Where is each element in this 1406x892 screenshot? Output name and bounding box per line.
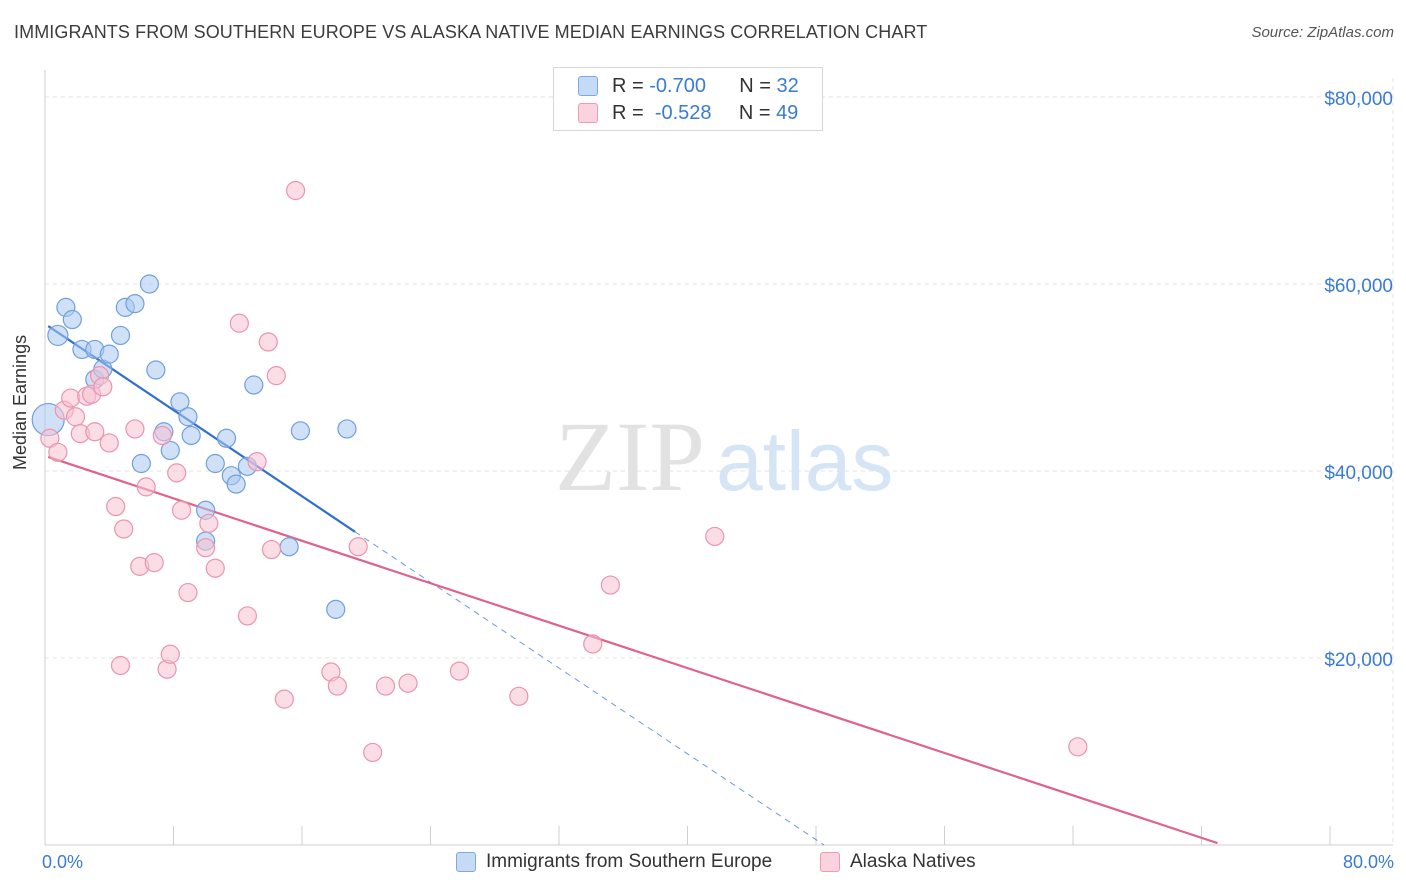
- point-southern-europe: [160, 440, 180, 461]
- point-alaska-natives: [1068, 737, 1088, 757]
- point-alaska-natives: [136, 477, 156, 497]
- point-southern-europe: [181, 425, 201, 446]
- legend-r-value: -0.700: [649, 74, 706, 97]
- watermark-atlas: atlas: [716, 414, 893, 508]
- point-alaska-natives: [99, 433, 119, 453]
- legend-item-alaska-natives[interactable]: Alaska Natives: [820, 851, 976, 873]
- point-alaska-natives: [509, 686, 529, 706]
- point-alaska-natives: [285, 180, 306, 201]
- legend-n-label: N =: [739, 74, 771, 97]
- axes: [44, 70, 1394, 846]
- point-alaska-natives: [114, 519, 134, 539]
- point-southern-europe: [170, 392, 190, 412]
- point-alaska-natives: [93, 377, 113, 397]
- legend-swatch-pink: [820, 852, 840, 872]
- point-alaska-natives: [274, 689, 294, 709]
- trend-line-1: [47, 455, 1218, 845]
- point-southern-europe: [244, 375, 264, 395]
- watermark-zip: ZIP: [555, 401, 705, 512]
- legend-item-southern-europe[interactable]: Immigrants from Southern Europe: [456, 851, 772, 873]
- point-alaska-natives: [48, 442, 68, 462]
- y-tick-labels: $20,000 $40,000 $60,000 $80,000: [1324, 89, 1393, 671]
- chart-title: IMMIGRANTS FROM SOUTHERN EUROPE VS ALASK…: [14, 22, 928, 42]
- legend-n-value: 32: [776, 74, 799, 97]
- y-tick-label: $60,000: [1324, 276, 1393, 297]
- point-alaska-natives: [398, 673, 418, 693]
- point-southern-europe: [47, 324, 69, 347]
- point-southern-europe: [62, 309, 82, 330]
- point-alaska-natives: [167, 463, 187, 483]
- legend-n-value: 49: [776, 101, 799, 124]
- point-alaska-natives: [106, 496, 126, 517]
- point-southern-europe: [326, 599, 346, 619]
- point-southern-europe: [226, 474, 246, 494]
- data-points: [31, 180, 1088, 763]
- point-alaska-natives: [85, 422, 105, 442]
- point-alaska-natives: [125, 419, 145, 439]
- point-alaska-natives: [229, 313, 249, 333]
- point-southern-europe: [178, 407, 198, 427]
- point-southern-europe: [216, 428, 237, 448]
- point-alaska-natives: [65, 407, 86, 427]
- legend-swatch-pink: [578, 103, 598, 123]
- point-alaska-natives: [348, 537, 368, 557]
- point-alaska-natives: [144, 553, 164, 573]
- point-alaska-natives: [327, 676, 347, 696]
- gridlines: [45, 96, 1393, 659]
- series-legend: Immigrants from Southern Europe Alaska N…: [0, 851, 1406, 877]
- legend-n-label: N =: [738, 101, 771, 124]
- point-southern-europe: [139, 274, 160, 294]
- point-alaska-natives: [247, 452, 267, 472]
- point-alaska-natives: [705, 526, 725, 547]
- legend-label: Alaska Natives: [850, 851, 976, 872]
- legend-swatch-blue: [578, 76, 598, 96]
- point-southern-europe: [337, 419, 357, 439]
- x-tick-label-min: 0.0%: [42, 852, 84, 872]
- point-alaska-natives: [205, 558, 225, 578]
- correlation-legend: R = -0.700 N = 32 R = -0.528 N = 49: [553, 67, 823, 131]
- point-southern-europe: [131, 453, 151, 474]
- point-southern-europe: [205, 453, 225, 474]
- legend-row-alaska-natives: R = -0.528 N = 49: [578, 101, 798, 125]
- point-alaska-natives: [171, 500, 192, 520]
- point-southern-europe: [125, 294, 145, 314]
- legend-row-southern-europe: R = -0.700 N = 32: [578, 74, 799, 98]
- point-alaska-natives: [110, 655, 131, 676]
- point-southern-europe: [110, 325, 131, 346]
- legend-r-value: -0.528: [654, 101, 712, 124]
- point-alaska-natives: [583, 634, 603, 654]
- point-alaska-natives: [449, 661, 470, 681]
- point-southern-europe: [290, 421, 310, 441]
- point-alaska-natives: [160, 644, 180, 664]
- point-southern-europe: [279, 537, 299, 557]
- legend-r-label: R =: [612, 74, 644, 97]
- y-tick-label: $40,000: [1324, 463, 1393, 484]
- point-southern-europe: [99, 344, 119, 364]
- legend-r-label: R =: [612, 101, 644, 124]
- point-alaska-natives: [61, 388, 81, 408]
- point-alaska-natives: [375, 676, 396, 696]
- x-tick-label-max: 80.0%: [1342, 852, 1394, 872]
- legend-swatch-blue: [456, 852, 476, 872]
- point-alaska-natives: [196, 538, 216, 558]
- point-alaska-natives: [152, 425, 172, 446]
- y-tick-label: $20,000: [1324, 650, 1393, 671]
- point-alaska-natives: [258, 332, 278, 352]
- y-tick-label: $80,000: [1324, 89, 1393, 110]
- point-alaska-natives: [266, 366, 286, 386]
- point-alaska-natives: [178, 582, 198, 603]
- point-southern-europe: [146, 360, 166, 380]
- legend-label: Immigrants from Southern Europe: [486, 851, 773, 872]
- point-alaska-natives: [199, 513, 219, 533]
- watermark: ZIP atlas: [555, 401, 893, 512]
- point-alaska-natives: [261, 539, 282, 560]
- point-alaska-natives: [363, 742, 383, 763]
- point-alaska-natives: [600, 575, 621, 595]
- source-label: Source: ZipAtlas.com: [1251, 24, 1394, 41]
- trend-line-extrapolated-0: [354, 531, 825, 846]
- point-alaska-natives: [237, 606, 257, 626]
